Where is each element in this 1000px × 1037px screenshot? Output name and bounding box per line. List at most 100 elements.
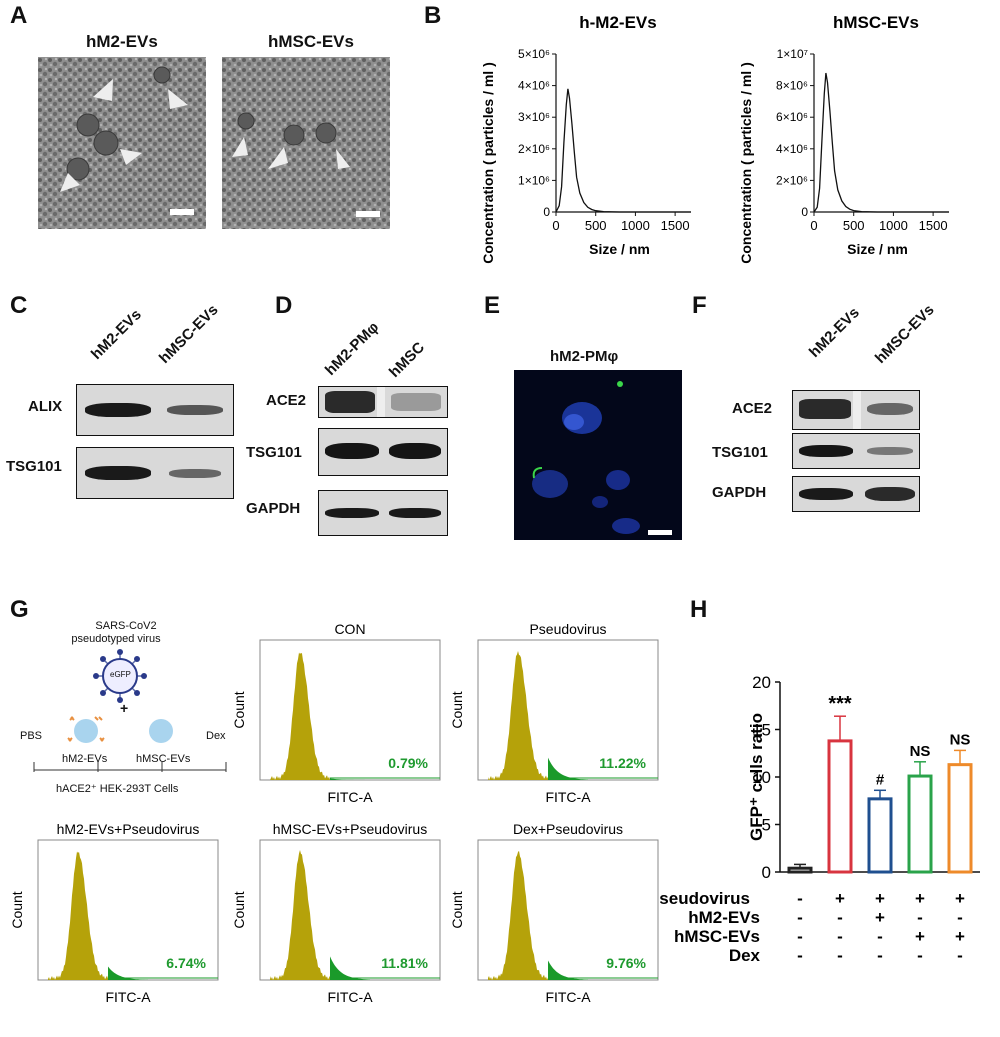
band bbox=[325, 443, 379, 459]
band bbox=[799, 445, 853, 457]
virus-icon bbox=[93, 649, 147, 703]
gfp-positive-percent: 11.22% bbox=[599, 755, 646, 771]
y-tick-label: 0 bbox=[801, 205, 808, 219]
band bbox=[85, 403, 151, 417]
chart-title: h-M2-EVs bbox=[579, 13, 656, 32]
blot-f-row-tsg101: TSG101 bbox=[712, 444, 768, 461]
blot-d-tsg101-strip bbox=[318, 428, 448, 476]
blot-d-row-gapdh: GAPDH bbox=[246, 500, 301, 517]
band bbox=[389, 443, 441, 459]
band bbox=[799, 488, 853, 500]
chart-title: hMSC-EVs bbox=[833, 13, 919, 32]
x-axis-label: FITC-A bbox=[327, 789, 373, 805]
lane-gap bbox=[377, 387, 385, 417]
y-tick-label: 8×10⁶ bbox=[776, 79, 808, 93]
y-tick-label: 4×10⁶ bbox=[776, 142, 808, 156]
y-tick-label: 20 bbox=[752, 673, 771, 692]
condition-mark: + bbox=[835, 889, 845, 908]
blot-c-alix-strip bbox=[76, 384, 234, 436]
y-axis-label: Concentration ( particles / ml ) bbox=[738, 62, 754, 263]
blot-f-row-gapdh: GAPDH bbox=[712, 484, 767, 501]
band bbox=[389, 508, 441, 518]
x-tick-label: 500 bbox=[843, 218, 865, 233]
lane-gap bbox=[853, 391, 861, 429]
blot-f-row-ace2: ACE2 bbox=[732, 400, 773, 417]
histogram-title: Pseudovirus bbox=[529, 621, 606, 637]
schema-pbs: PBS bbox=[20, 730, 43, 742]
flow-histogram-hm2-pseudovirus: hM2-EVs+Pseudovirus 6.74% FITC-A Count bbox=[9, 821, 219, 1005]
condition-label: Dex bbox=[729, 946, 761, 965]
histogram-positive-population bbox=[548, 960, 588, 980]
x-axis-label: FITC-A bbox=[327, 989, 373, 1005]
panel-label-c: C bbox=[10, 292, 28, 319]
blot-c-row-alix: ALIX bbox=[28, 398, 63, 415]
blot-c-header-hmsc: hMSC-EVs bbox=[155, 301, 222, 367]
histogram-positive-population bbox=[330, 778, 370, 780]
band bbox=[325, 391, 375, 413]
flow-histogram-con: CON 0.79% FITC-A Count bbox=[231, 621, 441, 805]
histogram-main-population bbox=[270, 850, 330, 980]
y-tick-label: 2×10⁶ bbox=[776, 173, 808, 187]
x-tick-label: 1500 bbox=[661, 218, 690, 233]
y-tick-label: 1×10⁶ bbox=[518, 173, 550, 187]
schema-msc-label: hMSC-EVs bbox=[136, 753, 191, 765]
x-tick-label: 1500 bbox=[919, 218, 948, 233]
blot-c-header-hm2: hM2-EVs bbox=[87, 306, 145, 363]
schema-gfp-label: eGFP bbox=[110, 670, 131, 679]
histogram-title: hMSC-EVs+Pseudovirus bbox=[273, 821, 427, 837]
condition-label: hMSC-EVs bbox=[674, 927, 760, 946]
msc-ev-icon bbox=[149, 719, 173, 743]
band bbox=[799, 399, 851, 419]
gfp-ratio-bar-chart: 0 5 10 15 20 GFP⁺ cells ratio *** # NS NS Pseudovi… bbox=[660, 673, 980, 965]
y-tick-label: 0 bbox=[543, 205, 550, 219]
band bbox=[325, 508, 379, 518]
bar bbox=[787, 866, 813, 874]
condition-mark: - bbox=[837, 946, 843, 965]
x-axis-label: Size / nm bbox=[847, 241, 908, 257]
blot-d-header-hmsc: hMSC bbox=[385, 338, 429, 381]
experiment-schematic: SARS-CoV2 pseudotyped virus eGFP + PBS D… bbox=[0, 620, 240, 810]
blot-d-header-hm2pm: hM2-PMφ bbox=[321, 318, 383, 379]
fluorescence-image bbox=[514, 370, 682, 540]
histogram-main-population bbox=[48, 851, 108, 980]
gfp-positive-percent: 9.76% bbox=[606, 955, 646, 971]
x-tick-label: 1000 bbox=[621, 218, 650, 233]
size-distribution-chart-hmsc: hMSC-EVs 0 2×10⁶ 4×10⁶ 6×10⁶ 8×10⁶ 1×10⁷ 0 500 10… bbox=[738, 13, 949, 264]
tem-image-hm2-graphic bbox=[38, 57, 206, 229]
y-axis-label: GFP⁺ cells ratio bbox=[747, 713, 766, 841]
condition-mark: + bbox=[955, 889, 965, 908]
gfp-positive-percent: 11.81% bbox=[381, 955, 428, 971]
histogram-positive-population bbox=[330, 956, 370, 980]
flow-histogram-hmsc-pseudovirus: hMSC-EVs+Pseudovirus 11.81% FITC-A Count bbox=[231, 821, 441, 1005]
condition-mark: + bbox=[915, 927, 925, 946]
condition-label: hM2-EVs bbox=[688, 908, 760, 927]
series-line bbox=[555, 88, 691, 213]
blot-d-ace2-strip bbox=[318, 386, 448, 418]
x-tick-label: 0 bbox=[810, 218, 817, 233]
histogram-positive-population bbox=[108, 966, 148, 980]
y-tick-label: 0 bbox=[762, 863, 771, 882]
schema-dex: Dex bbox=[206, 730, 226, 742]
y-tick-label: 5 bbox=[762, 816, 771, 835]
condition-mark: - bbox=[957, 908, 963, 927]
band bbox=[867, 403, 913, 415]
y-axis-label: Count bbox=[231, 691, 247, 728]
fluorescence-image-graphic bbox=[532, 381, 672, 535]
condition-mark: + bbox=[875, 889, 885, 908]
y-axis-label: Count bbox=[231, 891, 247, 928]
panel-label-d: D bbox=[275, 292, 293, 319]
y-tick-label: 5×10⁶ bbox=[518, 47, 550, 61]
y-axis-label: Count bbox=[449, 691, 465, 728]
condition-mark: - bbox=[917, 908, 923, 927]
gfp-positive-percent: 0.79% bbox=[388, 755, 428, 771]
schema-virus-line2: pseudotyped virus bbox=[71, 633, 161, 645]
condition-mark: - bbox=[797, 908, 803, 927]
condition-mark: + bbox=[915, 889, 925, 908]
blot-c-tsg101-strip bbox=[76, 447, 234, 499]
panel-a-left-title: hM2-EVs bbox=[86, 32, 158, 51]
panel-label-a: A bbox=[10, 2, 28, 29]
band bbox=[865, 487, 915, 501]
histogram-main-population bbox=[488, 651, 548, 780]
histogram-positive-population bbox=[548, 757, 588, 780]
x-axis-label: FITC-A bbox=[105, 989, 151, 1005]
